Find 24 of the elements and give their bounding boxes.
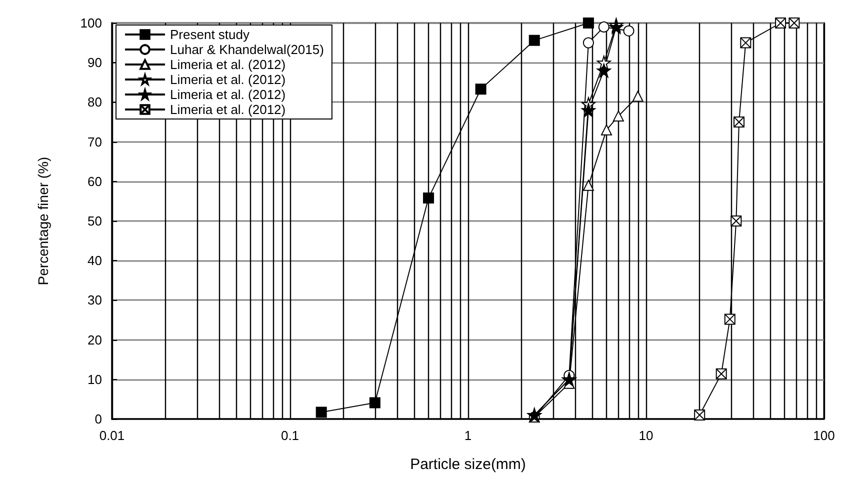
y-tick-label: 100 <box>80 16 102 30</box>
legend-label: Limeria et al. (2012) <box>170 57 286 72</box>
y-tick-label: 50 <box>88 214 102 228</box>
x-tick-label: 0.1 <box>280 428 300 443</box>
y-tick-label: 10 <box>88 372 102 387</box>
legend-label: Limeria et al. (2012) <box>170 102 286 117</box>
y-tick-label: 0 <box>94 412 102 426</box>
x-tick-label: 1 <box>464 428 472 443</box>
y-tick-label: 70 <box>88 134 102 150</box>
y-tick-label: 30 <box>88 292 102 308</box>
x-axis-title: Particle size(mm) <box>410 456 526 473</box>
x-tick-label: 10 <box>638 428 654 443</box>
y-tick-label: 60 <box>88 174 102 189</box>
y-tick-label: 80 <box>88 94 102 110</box>
x-tick-label: 100 <box>813 428 835 443</box>
y-axis-title: Percentage finer (%) <box>35 156 51 286</box>
y-tick-label: 90 <box>88 55 102 70</box>
legend-label: Present study <box>170 27 250 42</box>
y-tick-label: 40 <box>88 253 102 268</box>
legend-label: Limeria et al. (2012) <box>170 72 286 87</box>
legend-label: Luhar & Khandelwal(2015) <box>170 42 324 57</box>
y-tick-label: 20 <box>88 332 102 348</box>
x-tick-label: 0.01 <box>99 428 125 443</box>
legend-label: Limeria et al. (2012) <box>170 87 286 102</box>
